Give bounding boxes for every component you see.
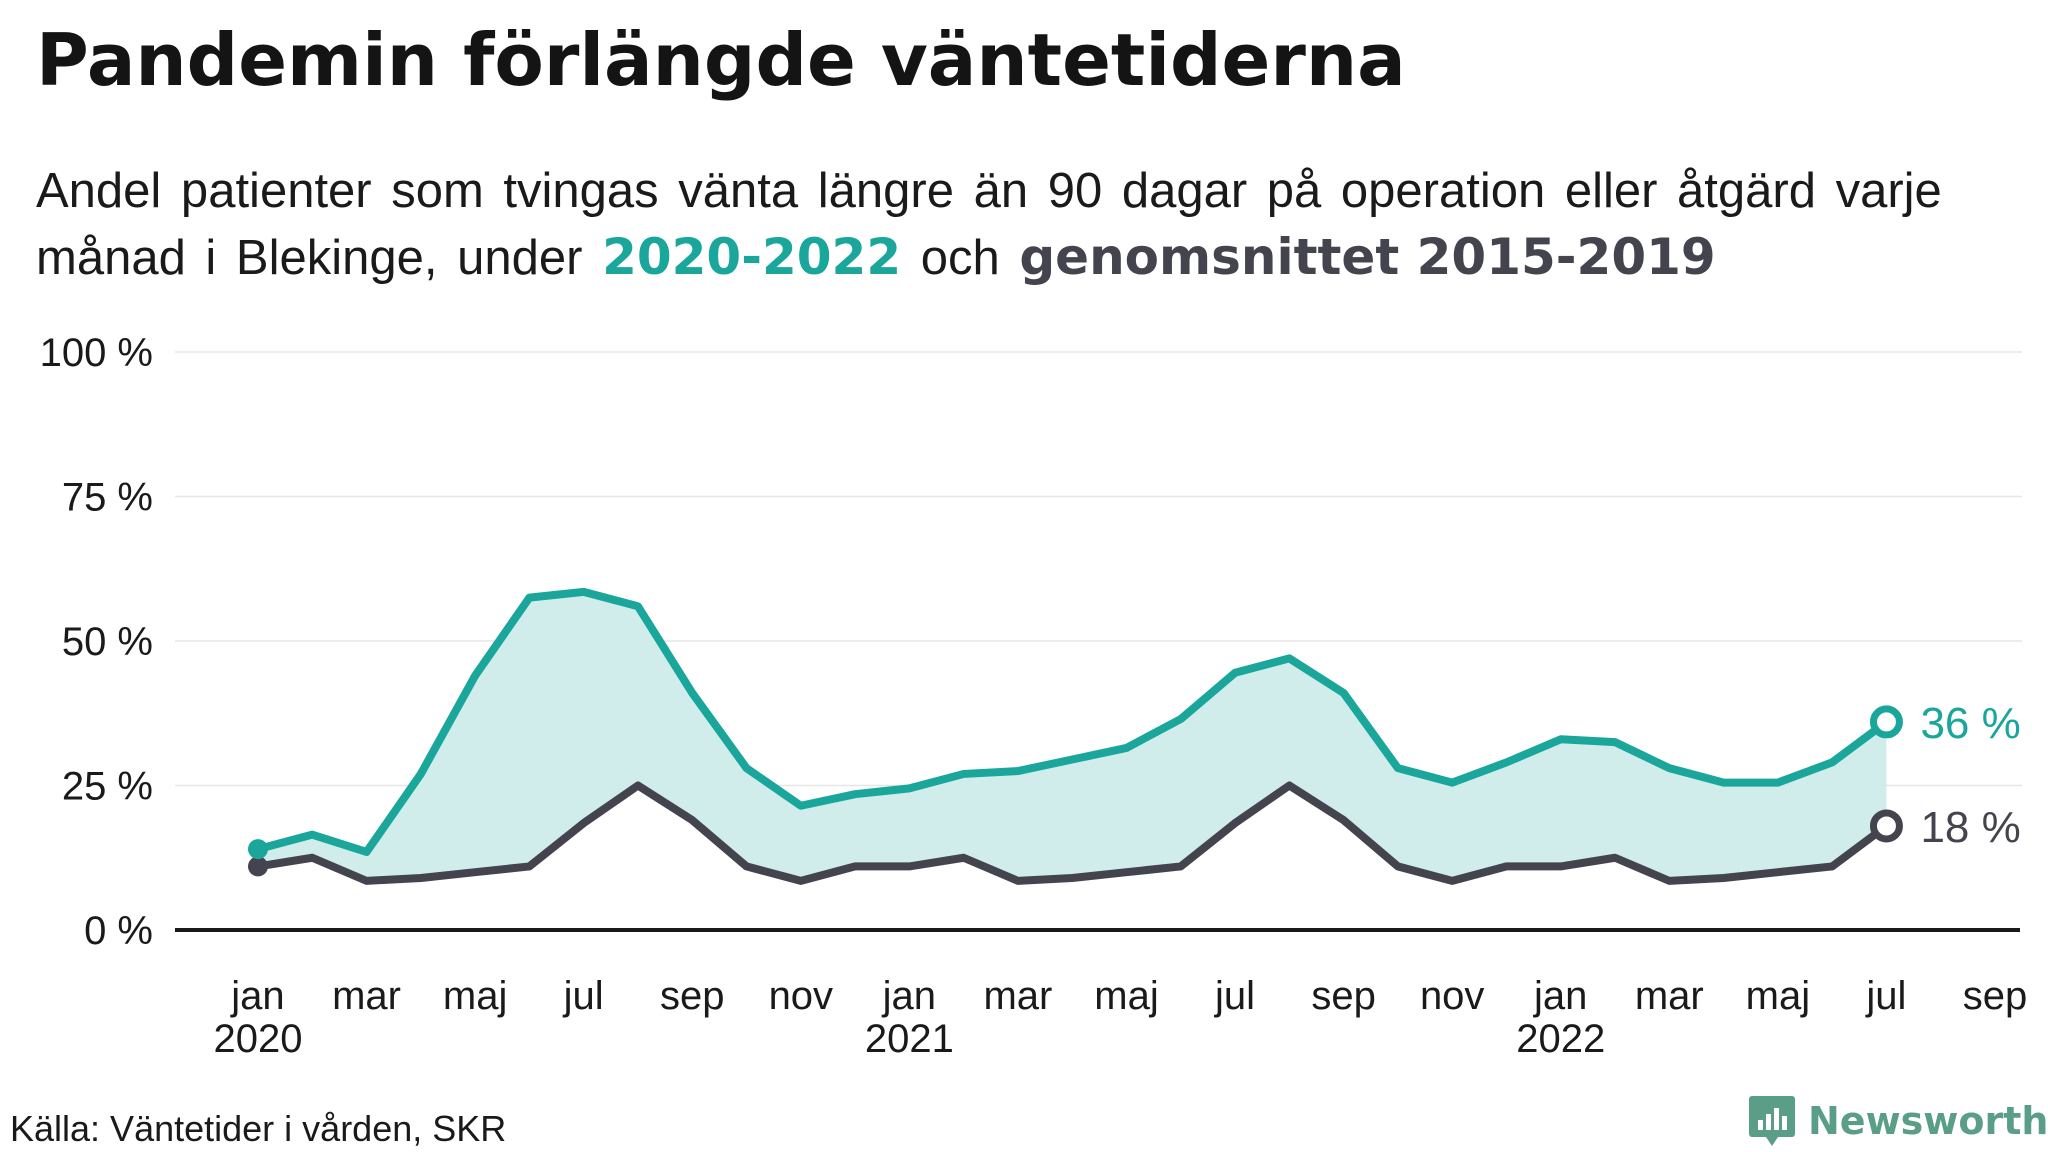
y-axis-labels: 0 % 25 % 50 % 75 % 100 % <box>40 331 153 953</box>
x-tick-label: mar <box>1635 974 1704 1018</box>
x-tick-label: jul <box>563 974 604 1018</box>
newsworthy-logo: Newsworthy <box>1748 1094 2048 1148</box>
series-end-marker-average <box>1869 809 1903 843</box>
x-tick-label: maj <box>443 974 507 1018</box>
x-tick-label: sep <box>1311 974 1376 1018</box>
y-tick-label: 50 % <box>62 620 153 664</box>
subtitle-text-1: Andel patienter som tvingas vänta längre… <box>36 164 1942 285</box>
series-start-marker-average <box>248 856 268 877</box>
series-line-current <box>254 587 1891 856</box>
y-tick-label: 0 % <box>84 909 153 953</box>
series-end-marker-current <box>1869 705 1903 739</box>
series-end-label-average: 18 % <box>1920 803 2020 852</box>
x-tick-label: mar <box>332 974 401 1018</box>
series-end-label-current: 36 % <box>1920 699 2020 748</box>
subtitle-highlight-current: 2020-2022 <box>602 228 902 286</box>
x-tick-label: sep <box>660 974 725 1018</box>
x-tick-year-label: 2022 <box>1516 1017 1605 1061</box>
x-tick-label: jan <box>882 974 936 1018</box>
x-tick-label: nov <box>1420 974 1485 1018</box>
x-tick-label: jul <box>1214 974 1255 1018</box>
x-tick-label: jan <box>1533 974 1587 1018</box>
series-lines: 18 % 36 % <box>248 587 2021 885</box>
source-note: Källa: Väntetider i vården, SKR <box>10 1108 507 1149</box>
x-tick-label: maj <box>1746 974 1810 1018</box>
y-tick-label: 25 % <box>62 765 153 809</box>
logo-text: Newsworthy <box>1808 1099 2048 1143</box>
x-tick-label: jul <box>1865 974 1906 1018</box>
x-tick-label: sep <box>1963 974 2028 1018</box>
difference-area <box>258 591 1887 881</box>
x-tick-year-label: 2021 <box>865 1017 954 1061</box>
bar-chart-speech-bubble-icon <box>1749 1096 1795 1146</box>
y-tick-label: 75 % <box>62 476 153 520</box>
x-tick-label: nov <box>769 974 834 1018</box>
chart-title: Pandemin förlängde väntetiderna <box>36 18 1406 102</box>
series-start-marker-current <box>248 839 268 860</box>
x-tick-year-label: 2020 <box>214 1017 303 1061</box>
subtitle-highlight-average: genomsnittet 2015-2019 <box>1019 228 1716 286</box>
x-tick-label: mar <box>983 974 1052 1018</box>
y-tick-label: 100 % <box>40 331 153 375</box>
difference-area-fill <box>258 591 1887 881</box>
chart-subtitle: Andel patienter som tvingas vänta längre… <box>36 158 2046 291</box>
series-line-average <box>254 781 1891 885</box>
x-tick-label: jan <box>230 974 284 1018</box>
x-tick-label: maj <box>1094 974 1158 1018</box>
subtitle-text-2: och <box>901 231 1020 285</box>
